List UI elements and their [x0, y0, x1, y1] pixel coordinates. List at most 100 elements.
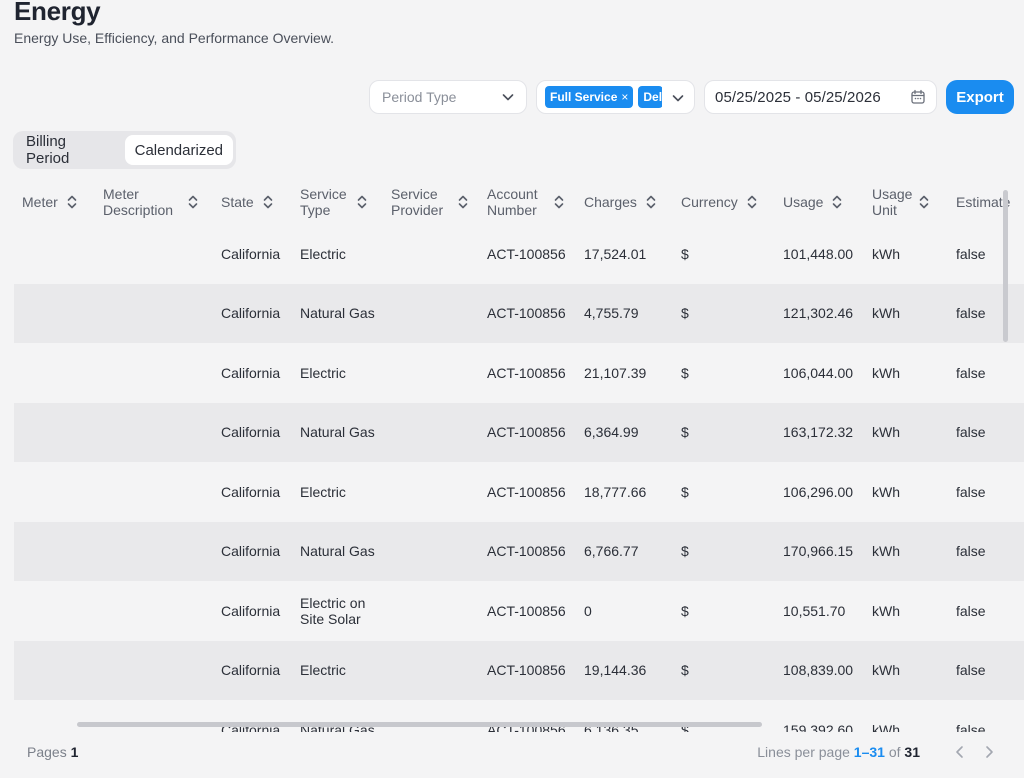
chevron-down-icon — [672, 95, 684, 102]
remove-tag-icon[interactable]: × — [621, 90, 629, 104]
date-range-value: 05/25/2025 - 05/25/2026 — [715, 88, 881, 106]
vertical-scrollbar[interactable] — [1003, 190, 1008, 342]
table-row[interactable]: California Electric ACT-100856 19,144.36 $10… — [14, 640, 1024, 700]
cell-account: ACT-100856 — [487, 424, 566, 441]
chevron-right-icon[interactable] — [981, 743, 997, 761]
table-row[interactable]: California Electric ACT-100856 18,777.66 $10… — [14, 462, 1024, 522]
view-toggle: Billing Period Calendarized — [13, 131, 236, 169]
cell-charges: 21,107.39 — [584, 364, 647, 381]
table-header: Meter Meter Description State Service Type S… — [14, 180, 1024, 224]
cell-usage: 121,302.46 — [783, 305, 854, 322]
cell-charges: 6,364.99 — [584, 424, 639, 441]
cell-state: California — [221, 305, 281, 322]
cell-currency: $ — [681, 424, 689, 441]
cell-usage: 108,839.00 — [783, 662, 854, 679]
sort-icon[interactable] — [66, 194, 78, 210]
cell-account: ACT-100856 — [487, 245, 566, 262]
cell-charges: 18,777.66 — [584, 483, 647, 500]
pages-value: 1 — [70, 744, 79, 760]
cell-currency: $ — [681, 700, 689, 732]
cell-state: California — [221, 662, 281, 679]
cell-account: ACT-100856 — [487, 700, 566, 732]
cell-unit: kWh — [872, 364, 900, 381]
column-header-currency[interactable]: Currency — [681, 180, 758, 224]
export-button[interactable]: Export — [946, 80, 1014, 114]
cell-service-type: Natural Gas — [300, 305, 375, 322]
sort-icon[interactable] — [553, 194, 565, 210]
cell-state: California — [221, 364, 281, 381]
cell-usage: 159,392.60 — [783, 721, 854, 732]
period-type-placeholder: Period Type — [382, 89, 457, 105]
date-range-picker[interactable]: 05/25/2025 - 05/25/2026 — [704, 80, 937, 114]
column-header-usage[interactable]: Usage — [783, 180, 843, 224]
cell-service-type: Natural Gas — [300, 543, 375, 560]
column-header-label: Meter Description — [103, 186, 174, 218]
cell-state: California — [221, 483, 281, 500]
table-row[interactable]: California Natural Gas ACT-100856 6,364.99 $… — [14, 402, 1024, 462]
tag-full-service[interactable]: Full Service × — [545, 86, 634, 108]
period-type-select[interactable]: Period Type — [369, 80, 527, 114]
sort-icon[interactable] — [262, 194, 274, 210]
table-row[interactable]: California Natural Gas ACT-100856 6,766.77 $… — [14, 521, 1024, 581]
column-header-service-provider[interactable]: Service Provider — [391, 180, 469, 224]
billing-period-tab[interactable]: Billing Period — [26, 133, 70, 167]
store-type-multiselect[interactable]: Full Service × Deli — [536, 80, 695, 114]
cell-account: ACT-100856 — [487, 483, 566, 500]
column-header-label: Usage — [783, 194, 824, 210]
cell-estimate: false — [956, 721, 986, 732]
cell-account: ACT-100856 — [487, 662, 566, 679]
calendarized-tab[interactable]: Calendarized — [124, 135, 233, 165]
cell-currency: $ — [681, 543, 689, 560]
sort-icon[interactable] — [746, 194, 758, 210]
cell-unit: kWh — [872, 424, 900, 441]
table-row[interactable]: California Electric ACT-100856 17,524.01 $10… — [14, 224, 1024, 284]
cell-currency: $ — [681, 364, 689, 381]
column-header-state[interactable]: State — [221, 180, 274, 224]
column-header-account-number[interactable]: Account Number — [487, 180, 565, 224]
chevron-left-icon[interactable] — [952, 743, 968, 761]
sort-icon[interactable] — [187, 194, 199, 210]
cell-estimate: false — [956, 483, 986, 500]
cell-estimate: false — [956, 424, 986, 441]
cell-currency: $ — [681, 245, 689, 262]
cell-usage: 170,966.15 — [783, 543, 854, 560]
sort-icon[interactable] — [918, 194, 930, 210]
column-header-service-type[interactable]: Service Type — [300, 180, 368, 224]
table-row[interactable]: California Electric ACT-100856 21,107.39 $10… — [14, 343, 1024, 403]
cell-estimate: false — [956, 364, 986, 381]
cell-service-type: Electric — [300, 364, 346, 381]
column-header-usage-unit[interactable]: Usage Unit — [872, 180, 930, 224]
sort-icon[interactable] — [645, 194, 657, 210]
cell-account: ACT-100856 — [487, 602, 566, 619]
table-row[interactable]: California Electric on Site Solar ACT-1008… — [14, 581, 1024, 641]
cell-charges: 0 — [584, 602, 592, 619]
column-header-charges[interactable]: Charges — [584, 180, 657, 224]
filter-toolbar: Period Type Full Service × Deli 05/25/20… — [0, 80, 1024, 114]
cell-service-type: Electric — [300, 245, 346, 262]
cell-state: California — [221, 700, 280, 732]
cell-estimate: false — [956, 543, 986, 560]
pages-label: Pages — [27, 744, 67, 760]
tag-deli[interactable]: Deli — [638, 86, 664, 108]
lines-per-page: Lines per page 1–31 of 31 — [757, 744, 920, 760]
table-row[interactable]: California Natural Gas ACT-100856 4,755.79 $… — [14, 283, 1024, 343]
sort-icon[interactable] — [356, 194, 368, 210]
cell-unit: kWh — [872, 305, 900, 322]
column-header-label: Currency — [681, 194, 738, 210]
cell-estimate: false — [956, 602, 986, 619]
lines-range[interactable]: 1–31 — [853, 744, 885, 760]
cell-estimate: false — [956, 662, 986, 679]
horizontal-scrollbar[interactable] — [77, 722, 762, 727]
sort-icon[interactable] — [457, 194, 469, 210]
cell-account: ACT-100856 — [487, 305, 566, 322]
cell-unit: kWh — [872, 662, 900, 679]
column-header-estimate[interactable]: Estimate — [956, 180, 1010, 224]
column-header-meter[interactable]: Meter — [22, 180, 78, 224]
table-row[interactable]: California Natural Gas ACT-100856 6,136.35 $… — [14, 700, 1024, 732]
column-header-meter-description[interactable]: Meter Description — [103, 180, 199, 224]
sort-icon[interactable] — [831, 194, 843, 210]
tag-label: Full Service — [550, 90, 618, 104]
page-subtitle: Energy Use, Efficiency, and Performance … — [14, 30, 335, 46]
cell-usage: 163,172.32 — [783, 424, 854, 441]
cell-unit: kWh — [872, 602, 900, 619]
